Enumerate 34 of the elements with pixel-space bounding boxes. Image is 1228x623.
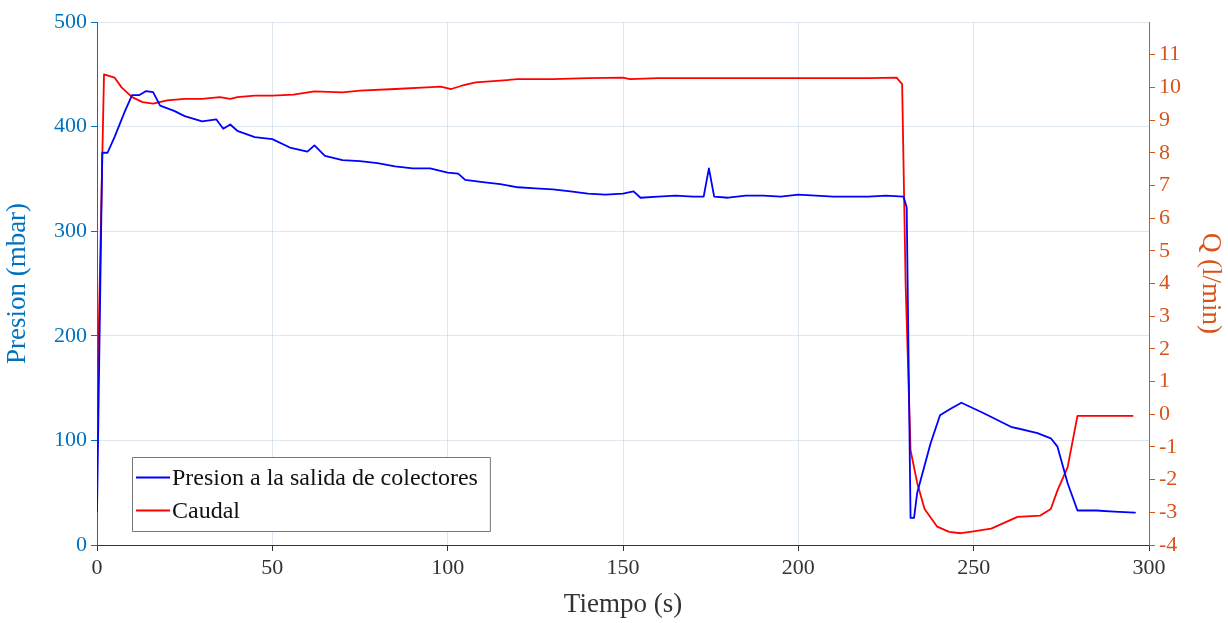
y2-tick-label: -3 (1159, 498, 1178, 524)
y-tick-label: 400 (54, 112, 87, 138)
y-tick-label: 500 (54, 7, 87, 33)
y2-tick-label: 5 (1159, 236, 1170, 262)
y-axis-title: Presion (mbar) (1, 202, 32, 365)
x-tick-label: 100 (431, 553, 465, 579)
y2-tick-label: 2 (1159, 334, 1170, 360)
y2-tick-label: 4 (1159, 269, 1170, 295)
y2-tick-label: 8 (1159, 138, 1170, 164)
y2-tick-label: 9 (1159, 105, 1170, 131)
y-tick-label: 300 (54, 216, 87, 242)
y2-tick-label: -2 (1159, 465, 1178, 491)
x-axis-title: Tiempo (s) (563, 587, 683, 618)
x-tick-label: 200 (781, 553, 815, 579)
x-tick-label: 50 (261, 553, 284, 579)
y-tick-label: 0 (76, 530, 87, 556)
y2-tick-label: 7 (1159, 171, 1170, 197)
y-tick-label: 200 (54, 321, 87, 347)
y2-axis-title: Q (l/min) (1196, 232, 1227, 335)
y2-tick-label: 1 (1159, 367, 1170, 393)
y2-tick-label: -4 (1159, 530, 1178, 556)
y2-tick-label: 10 (1159, 73, 1181, 99)
y2-tick-label: 6 (1159, 203, 1170, 229)
y2-tick-label: 3 (1159, 301, 1170, 327)
legend-label: Caudal (172, 496, 241, 523)
y-tick-label: 100 (54, 426, 87, 452)
x-tick-label: 0 (91, 553, 103, 579)
x-tick-label: 300 (1132, 553, 1166, 579)
y2-tick-label: 11 (1159, 40, 1181, 66)
x-tick-label: 250 (957, 553, 991, 579)
y2-tick-label: -1 (1159, 432, 1178, 458)
x-tick-label: 150 (606, 553, 640, 579)
legend-label: Presion a la salida de colectores (172, 463, 478, 490)
y2-tick-label: 0 (1159, 400, 1170, 426)
